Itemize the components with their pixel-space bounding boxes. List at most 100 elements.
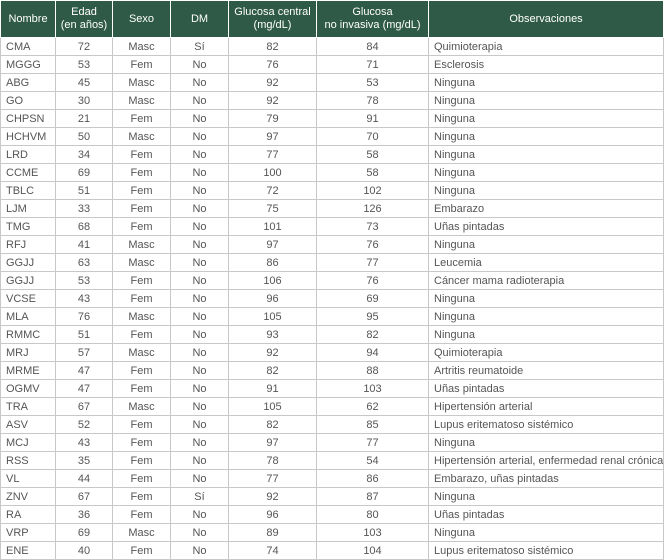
table-cell: RSS <box>0 451 56 470</box>
table-cell: 72 <box>228 181 317 200</box>
table-cell: 82 <box>316 325 429 344</box>
table-cell: MCJ <box>0 433 56 452</box>
table-row: MGGG 53 Fem No 76 71 Esclerosis <box>0 55 664 74</box>
table-row: VRP 69 Masc No 89 103 Ninguna <box>0 523 664 542</box>
table-cell: ABG <box>0 73 56 92</box>
table-cell: 88 <box>316 361 429 380</box>
table-cell: Masc <box>112 91 171 110</box>
table-cell: 50 <box>55 127 113 146</box>
table-cell: Ninguna <box>428 235 664 254</box>
table-cell: No <box>170 235 229 254</box>
table-row: ASV 52 Fem No 82 85 Lupus eritematoso sistémic… <box>0 415 664 434</box>
table-cell: No <box>170 163 229 182</box>
table-cell: 79 <box>228 109 317 128</box>
table-cell: 70 <box>316 127 429 146</box>
table-cell: 96 <box>228 289 317 308</box>
table-cell: Hipertensión arterial, enfermedad renal … <box>428 451 664 470</box>
table-row: TBLC 51 Fem No 72 102 Ninguna <box>0 181 664 200</box>
table-cell: 94 <box>316 343 429 362</box>
header-text: no invasiva (mg/dL) <box>324 19 421 31</box>
table-cell: 69 <box>316 289 429 308</box>
table-cell: MRME <box>0 361 56 380</box>
table-cell: Ninguna <box>428 523 664 542</box>
table-cell: No <box>170 289 229 308</box>
table-cell: Ninguna <box>428 73 664 92</box>
table-cell: MRJ <box>0 343 56 362</box>
table-cell: Masc <box>112 307 171 326</box>
header-text: (mg/dL) <box>253 19 292 31</box>
table-cell: 45 <box>55 73 113 92</box>
table-cell: 21 <box>55 109 113 128</box>
column-header: Edad (en años) <box>55 0 113 38</box>
table-row: RFJ 41 Masc No 97 76 Ninguna <box>0 235 664 254</box>
table-cell: Ninguna <box>428 181 664 200</box>
table-cell: 77 <box>228 469 317 488</box>
table-row: MRME 47 Fem No 82 88 Artritis reumatoide <box>0 361 664 380</box>
table-cell: Ninguna <box>428 487 664 506</box>
header-text: Nombre <box>8 12 48 25</box>
header-text: Glucosa <box>352 6 393 18</box>
table-cell: 82 <box>228 37 317 56</box>
table-cell: 53 <box>316 73 429 92</box>
header-text: Sexo <box>128 12 155 25</box>
table-cell: 33 <box>55 199 113 218</box>
table-cell: Fem <box>112 55 171 74</box>
table-cell: 77 <box>316 433 429 452</box>
header-text: Glucosa central <box>234 6 311 18</box>
table-cell: Fem <box>112 325 171 344</box>
table-cell: 80 <box>316 505 429 524</box>
table-cell: Fem <box>112 163 171 182</box>
table-cell: 67 <box>55 487 113 506</box>
table-cell: 77 <box>228 145 317 164</box>
table-cell: 85 <box>316 415 429 434</box>
table-cell: No <box>170 469 229 488</box>
table-cell: TRA <box>0 397 56 416</box>
table-cell: No <box>170 109 229 128</box>
column-header: Glucosa no invasiva (mg/dL) <box>316 0 429 38</box>
table-cell: CCME <box>0 163 56 182</box>
table-cell: TMG <box>0 217 56 236</box>
table-cell: 41 <box>55 235 113 254</box>
table-cell: Fem <box>112 487 171 506</box>
table-cell: No <box>170 127 229 146</box>
table-cell: 82 <box>228 361 317 380</box>
table-cell: Uñas pintadas <box>428 217 664 236</box>
table-cell: Ninguna <box>428 289 664 308</box>
table-row: MCJ 43 Fem No 97 77 Ninguna <box>0 433 664 452</box>
table-cell: No <box>170 451 229 470</box>
table-cell: VCSE <box>0 289 56 308</box>
table-cell: Fem <box>112 289 171 308</box>
table-cell: Artritis reumatoide <box>428 361 664 380</box>
table-cell: 106 <box>228 271 317 290</box>
table-cell: No <box>170 523 229 542</box>
table-cell: 51 <box>55 325 113 344</box>
table-cell: No <box>170 181 229 200</box>
table-cell: Masc <box>112 343 171 362</box>
table-cell: Fem <box>112 271 171 290</box>
table-cell: Embarazo, uñas pintadas <box>428 469 664 488</box>
table-cell: Lupus eritematoso sistémico <box>428 415 664 434</box>
table-cell: 92 <box>228 487 317 506</box>
table-cell: No <box>170 343 229 362</box>
table-cell: No <box>170 271 229 290</box>
table-cell: 93 <box>228 325 317 344</box>
table-cell: 97 <box>228 433 317 452</box>
table-cell: 58 <box>316 163 429 182</box>
table-cell: Fem <box>112 415 171 434</box>
table-cell: GO <box>0 91 56 110</box>
table-cell: 86 <box>316 469 429 488</box>
column-header: DM <box>170 0 229 38</box>
table-cell: No <box>170 253 229 272</box>
table-cell: 92 <box>228 343 317 362</box>
column-header: Sexo <box>112 0 171 38</box>
table-cell: Masc <box>112 235 171 254</box>
table-cell: 69 <box>55 163 113 182</box>
table-cell: ZNV <box>0 487 56 506</box>
table-cell: 104 <box>316 541 429 560</box>
table-cell: 68 <box>55 217 113 236</box>
table-row: GO 30 Masc No 92 78 Ninguna <box>0 91 664 110</box>
table-cell: Fem <box>112 541 171 560</box>
table-row: RMMC 51 Fem No 93 82 Ninguna <box>0 325 664 344</box>
table-cell: 103 <box>316 379 429 398</box>
